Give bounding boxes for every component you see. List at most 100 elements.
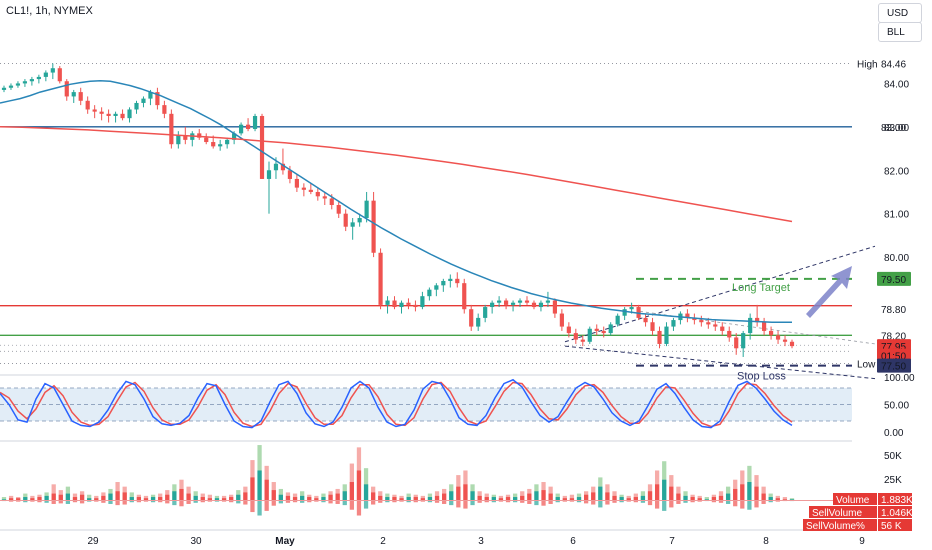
volume-bar-sell — [555, 497, 560, 501]
price-tag-bg — [877, 358, 911, 373]
candle-body — [211, 142, 216, 147]
volume-bar-sell — [214, 498, 220, 501]
volume-bar-sell — [583, 494, 589, 501]
candle-body — [308, 189, 313, 192]
volume-bar-sell — [704, 499, 709, 501]
volume-bar-sell — [79, 494, 85, 501]
volume-bar-sell — [87, 498, 92, 501]
long-target-label: Long Target — [732, 282, 790, 294]
volume-bar-neg — [193, 500, 198, 503]
volume-bar-neg — [229, 500, 234, 503]
volume-bar-sell — [385, 497, 390, 501]
volume-bar-sell — [335, 493, 340, 501]
candle-body — [699, 320, 704, 323]
volume-bar-sell — [165, 494, 170, 501]
volume-bar-sell — [505, 497, 511, 501]
volume-bar-sell — [676, 493, 681, 501]
volume-value-bg — [878, 519, 912, 531]
candle-body — [497, 300, 502, 303]
price-tag-value: 83.00 — [881, 123, 906, 134]
volume-label-value: 1.046K — [881, 508, 913, 519]
volume-label-bg — [809, 506, 877, 518]
volume-bar-neg — [335, 500, 340, 504]
volume-bar-neg — [612, 500, 617, 503]
candle-body — [57, 68, 62, 82]
volume-bar-neg — [420, 500, 425, 502]
volume-bar-sell — [179, 488, 184, 501]
candle-body — [789, 341, 795, 347]
volume-bar-sell — [44, 495, 49, 501]
volume-bar-sell — [356, 470, 362, 501]
volume-bar-neg — [51, 500, 56, 504]
volume-bar-sell — [434, 495, 440, 501]
volume-bar-sell — [463, 484, 468, 501]
volume-bar-sell — [136, 497, 142, 501]
volume-bar-neg — [619, 500, 624, 503]
candle-body — [692, 317, 697, 321]
volume-bar-neg — [79, 500, 85, 504]
unit-button[interactable]: BLL — [878, 22, 922, 42]
volume-bar-sell — [782, 499, 788, 501]
candle-body — [64, 81, 69, 97]
candle-body — [580, 339, 585, 342]
volume-bar-neg — [328, 500, 333, 504]
candle-body — [134, 102, 139, 110]
candle-body — [287, 170, 293, 179]
volume-bar-sell — [477, 495, 482, 501]
volume-bar-neg — [555, 500, 560, 503]
volume-bar-sell — [16, 498, 21, 501]
volume-bar-neg — [122, 500, 127, 505]
volume-bar-sell — [520, 495, 525, 501]
volume-bar-sell — [775, 498, 780, 501]
volume-bar-neg — [342, 500, 347, 506]
volume-bar-neg — [449, 500, 454, 506]
volume-bar — [129, 492, 134, 501]
candle-body — [476, 317, 481, 327]
volume-bar-sell — [250, 477, 255, 501]
candle-body — [392, 300, 397, 308]
volume-value-bg — [878, 506, 912, 518]
candle-body — [517, 300, 523, 303]
price-tick-label: 84.00 — [884, 79, 909, 90]
volume-bar-neg — [23, 500, 28, 503]
volume-bar-neg — [250, 500, 255, 513]
volume-bar-neg — [136, 500, 142, 503]
candle-body — [434, 285, 439, 290]
volume-bar-sell — [371, 492, 376, 501]
price-tag-name: High — [857, 59, 878, 70]
candle-body — [615, 315, 620, 325]
candle-body — [29, 79, 34, 82]
price-tag-value: 78.80 — [881, 305, 906, 316]
candle-body — [141, 98, 146, 103]
volume-label-name: SellVolume% — [806, 521, 865, 532]
price-tag-value: 78.20 — [881, 331, 906, 342]
volume-bar-neg — [768, 500, 773, 503]
volume-bar-sell — [378, 495, 383, 501]
volume-bar-neg — [87, 500, 92, 502]
volume-bar-sell — [697, 498, 702, 501]
volume-bar-sell — [534, 491, 539, 501]
candle-body — [294, 178, 299, 188]
volume-bar — [569, 494, 575, 501]
volume-tick-label: 50K — [884, 451, 902, 462]
candle-body — [78, 92, 83, 101]
volume-bar-neg — [356, 500, 362, 516]
channel-upper-line — [564, 245, 876, 343]
volume-bar-sell — [612, 495, 617, 501]
volume-bar-sell — [626, 498, 631, 501]
volume-bar-sell — [569, 498, 575, 501]
x-tick-label: 30 — [190, 536, 202, 547]
x-tick-label: 6 — [570, 536, 576, 547]
candle-body — [378, 252, 383, 305]
volume-bar-sell — [605, 492, 610, 501]
volume-bar-neg — [172, 500, 177, 506]
x-tick-label: May — [275, 536, 295, 547]
volume-bar-neg — [463, 500, 468, 509]
candle-body — [336, 205, 341, 214]
x-tick-label: 8 — [763, 536, 769, 547]
volume-bar-neg — [72, 500, 78, 503]
candle-body — [510, 302, 516, 305]
volume-bar-neg — [477, 500, 482, 503]
price-tag-value: 79.50 — [881, 275, 906, 286]
